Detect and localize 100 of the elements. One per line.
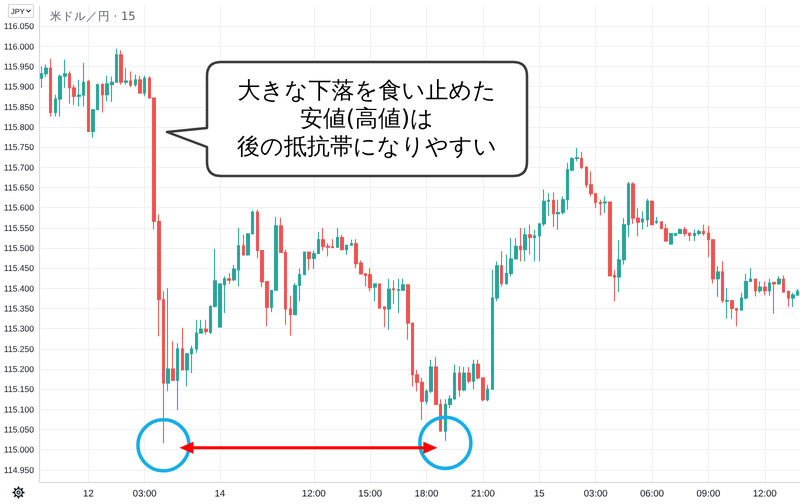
candlestick [134,74,137,88]
y-tick-label: 115.550 [4,222,34,233]
y-tick-label: 115.850 [4,102,34,112]
candlestick [303,252,306,276]
candlestick [650,200,654,226]
x-tick-label: 12 [83,488,94,500]
x-tick-label: 03:00 [584,488,608,500]
candlestick [655,216,658,224]
y-tick-label: 115.750 [4,142,34,152]
candlestick [721,260,724,304]
candlestick [336,227,339,248]
candlestick [702,224,705,236]
y-tick-label: 115.800 [4,122,34,132]
candlestick [777,276,781,286]
candlestick [664,223,668,242]
candlestick [204,319,208,335]
candlestick [350,239,353,246]
candlestick [227,272,231,284]
x-tick-label: 15 [534,488,545,500]
candlestick [166,287,170,392]
candlestick [683,226,687,237]
x-tick-label: 03:00 [132,488,157,500]
annotation: 大きな下落を食い止めた安値(高値)は後の抵抗帯になりやすい [236,77,498,161]
candlestick [307,252,311,271]
y-tick-label: 114.950 [4,464,34,475]
y-tick-label: 115.900 [4,82,34,92]
candlestick [758,281,762,294]
candlestick [486,384,489,402]
y-tick-label: 115.300 [4,324,34,334]
candlestick [768,278,771,296]
y-tick-label: 115.350 [4,304,34,314]
candlestick [242,234,245,256]
candlestick [646,198,649,228]
candlestick [716,266,720,298]
x-tick-label: 06:00 [640,488,664,500]
candlestick [467,366,471,384]
x-tick-label: 18:00 [414,488,438,500]
x-tick-label: 21:00 [471,488,495,500]
candlestick [669,232,673,246]
x-tick-label: 15:00 [358,488,382,500]
candlestick [129,70,132,88]
candlestick [533,229,536,262]
candlestick [87,79,90,132]
candlestick [119,50,123,86]
candlestick [787,290,790,308]
candlestick [373,282,377,302]
candlestick [782,274,785,294]
y-tick-label: 115.500 [4,243,34,254]
y-tick-label: 116.000 [4,41,34,52]
chart-title: 米ドル／円 · 15 [50,9,136,23]
candlestick [523,227,527,262]
candlestick [772,282,776,314]
candlestick [49,58,52,118]
y-tick-label: 115.200 [4,364,34,374]
candlestick [725,287,729,320]
x-tick-label: 14 [214,488,226,500]
candlestick [528,224,532,255]
x-tick-label: 12:00 [752,488,777,500]
candlestick [101,82,104,113]
y-tick-label: 116.050 [4,21,34,32]
candlestick [138,75,142,94]
candlestick [392,280,395,305]
x-tick-label: 12:00 [302,488,326,500]
candlestick [289,295,292,336]
candlestick [519,227,522,262]
candlestick [171,340,175,381]
y-tick-label: 115.150 [4,384,34,394]
candlestick [378,283,381,309]
candlestick [580,152,583,170]
y-tick-label: 115.600 [4,202,34,213]
y-tick-label: 115.650 [4,182,34,193]
y-tick-label: 115.050 [4,424,34,435]
candlestick [472,359,475,390]
candlestick [500,250,503,287]
candlestick [599,199,602,216]
candlestick [124,68,128,86]
candlestick [176,342,179,411]
candlestick [458,366,461,397]
candlestick [143,75,146,97]
candlestick [641,210,644,230]
y-tick-label: 115.700 [4,162,34,172]
y-tick-label: 115.950 [4,62,34,72]
y-tick-label: 115.250 [4,344,34,354]
candlestick [181,327,184,370]
candlestick [791,292,795,308]
candlestick [754,278,757,297]
candlestick [678,228,682,234]
candlestick [387,278,391,330]
candlestick [368,268,372,292]
y-tick-label: 115.450 [4,263,34,274]
candlestick [383,306,386,328]
y-tick-label: 115.100 [4,404,34,414]
y-tick-label: 115.400 [4,283,34,294]
candlestick [340,234,344,251]
candlestick [763,281,767,296]
y-tick-label: 115.000 [4,444,34,455]
x-tick-label: 09:00 [696,488,720,500]
candlestick [603,196,607,214]
candlestick [462,366,466,392]
candlestick [552,192,555,228]
